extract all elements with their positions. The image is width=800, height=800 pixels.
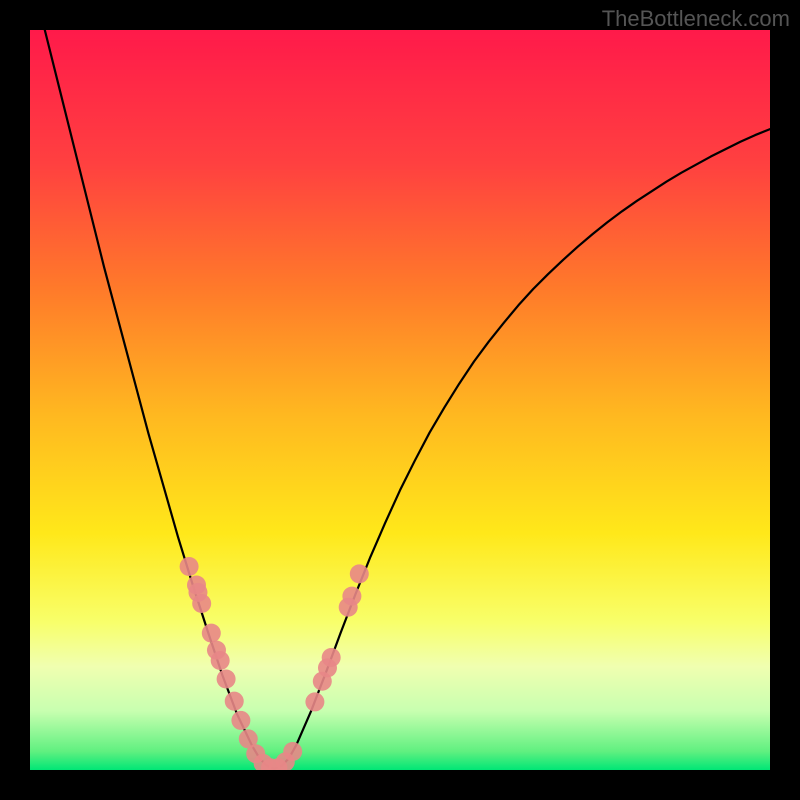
data-marker: [283, 742, 302, 761]
data-marker: [180, 557, 199, 576]
data-marker: [211, 651, 230, 670]
data-marker: [342, 587, 361, 606]
chart-svg: [0, 0, 800, 800]
gradient-background: [30, 30, 770, 770]
data-marker: [217, 669, 236, 688]
data-marker: [192, 594, 211, 613]
data-marker: [322, 648, 341, 667]
data-marker: [225, 692, 244, 711]
data-marker: [305, 692, 324, 711]
data-marker: [202, 624, 221, 643]
data-marker: [231, 711, 250, 730]
data-marker: [350, 564, 369, 583]
watermark: TheBottleneck.com: [602, 6, 790, 32]
